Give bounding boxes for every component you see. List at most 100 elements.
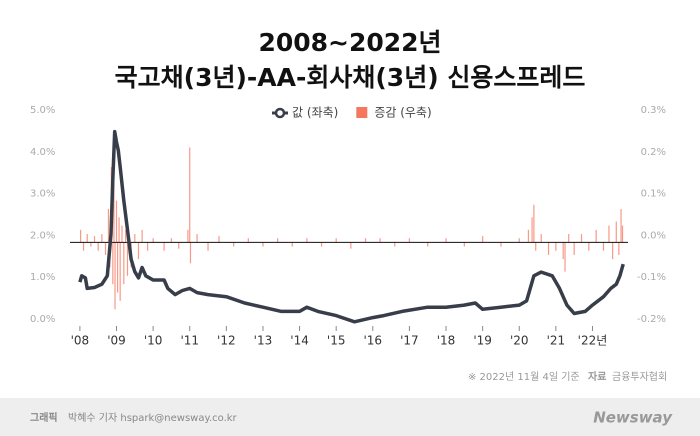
bar	[80, 229, 82, 243]
bar	[121, 225, 123, 243]
bar	[306, 238, 308, 243]
bar	[101, 234, 103, 243]
bar	[119, 242, 121, 301]
credit-label: 그래픽	[30, 411, 58, 424]
y-tick-label: 5.0%	[30, 105, 55, 116]
x-tick-label: '09	[107, 334, 126, 348]
chart-title: 2008~2022년	[258, 28, 441, 57]
y-tick-label: 1.0%	[30, 272, 55, 283]
bar	[595, 229, 597, 243]
bar	[112, 242, 114, 285]
y2-tick-label: 0.3%	[641, 105, 666, 116]
bar	[615, 221, 617, 243]
bar	[104, 242, 107, 255]
y-tick-label: 0.0%	[30, 314, 55, 325]
brand: Newsway	[593, 409, 673, 427]
x-tick-label: '14	[290, 334, 309, 348]
bar	[621, 225, 624, 243]
y2-tick-label: -0.2%	[637, 314, 666, 325]
bar	[540, 234, 542, 243]
bar	[277, 238, 279, 243]
bar	[531, 217, 533, 243]
bar	[620, 208, 622, 243]
bar	[233, 242, 235, 247]
bar	[114, 242, 116, 310]
footer-bar	[0, 398, 700, 436]
bar	[291, 242, 293, 247]
bar	[518, 238, 520, 243]
bar	[588, 242, 590, 251]
x-tick-label: '19	[473, 334, 492, 348]
bar	[247, 238, 249, 243]
bar	[189, 242, 192, 264]
bar	[335, 238, 337, 243]
x-tick-label: '22년	[578, 334, 608, 348]
x-tick-label: '10	[144, 334, 163, 348]
x-tick-label: '21	[547, 334, 566, 348]
bar	[320, 242, 323, 247]
bar	[568, 234, 570, 243]
y-tick-label: 2.0%	[30, 230, 55, 241]
x-tick-label: '08	[71, 334, 90, 348]
bar	[90, 242, 92, 247]
note: ※ 2022년 11월 4일 기준	[468, 371, 580, 383]
x-tick-label: '13	[254, 334, 273, 348]
y2-tick-label: 0.0%	[641, 230, 666, 241]
bar	[394, 242, 396, 247]
bar	[137, 242, 140, 260]
x-tick-label: '20	[510, 334, 529, 348]
x-tick-label: '17	[400, 334, 419, 348]
source: 금융투자협회	[612, 370, 667, 383]
x-tick-label: '11	[180, 334, 199, 348]
bar	[350, 242, 352, 249]
bar	[602, 242, 605, 251]
bar	[126, 242, 129, 276]
bar	[141, 229, 143, 243]
bar	[379, 238, 381, 243]
bar	[123, 242, 125, 285]
bar	[555, 242, 557, 251]
bar	[564, 242, 566, 272]
bar	[152, 238, 154, 243]
bar	[218, 236, 220, 243]
bar	[187, 229, 189, 243]
bar	[178, 242, 180, 249]
bar	[580, 234, 583, 243]
bar	[163, 242, 165, 251]
bar	[170, 238, 173, 243]
bar	[115, 200, 118, 243]
bar	[113, 183, 115, 243]
y-tick-label: 3.0%	[30, 189, 55, 200]
bar	[125, 229, 127, 243]
x-tick-label: '16	[364, 334, 383, 348]
bar	[547, 242, 550, 255]
bar	[93, 236, 96, 243]
bar	[118, 217, 120, 243]
bar	[612, 242, 614, 260]
y2-tick-label: 0.2%	[641, 147, 666, 158]
bar	[147, 242, 149, 251]
x-tick-label: '12	[217, 334, 236, 348]
legend-marker	[274, 107, 286, 119]
bar	[527, 229, 530, 243]
legend-swatch	[356, 107, 368, 118]
y2-tick-label: 0.1%	[641, 189, 666, 200]
bar	[116, 242, 119, 293]
bar	[533, 204, 535, 243]
bar	[134, 234, 136, 243]
bar	[500, 242, 502, 247]
bar	[262, 242, 264, 247]
bar	[562, 242, 564, 260]
bar	[189, 147, 191, 243]
bar	[535, 242, 537, 251]
x-tick-label: '15	[327, 334, 346, 348]
bar	[107, 208, 110, 243]
bar	[207, 242, 209, 251]
source-label: 자료	[588, 370, 606, 383]
bar	[97, 242, 99, 251]
bar	[608, 225, 610, 243]
bar	[618, 242, 620, 255]
credit: 박혜수 기자 hspark@newsway.co.kr	[68, 412, 238, 424]
bar	[86, 234, 88, 243]
